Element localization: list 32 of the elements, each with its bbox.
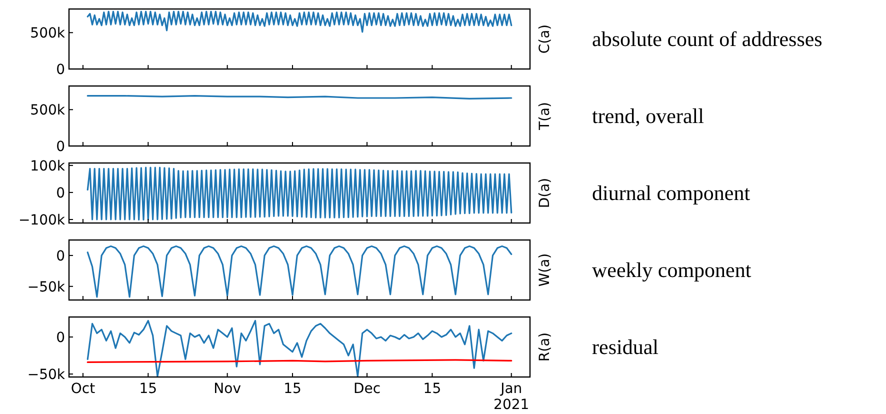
x-tick-label: Dec [353,381,381,397]
y-axis-title: C(a) [537,24,553,54]
x-tick-label: 15 [139,381,158,397]
text: absolute count of addresses [592,27,822,51]
x-tick-label: Nov [214,381,241,397]
line-series [86,166,512,221]
x-tick-label: 15 [423,381,442,397]
y-tick-label: −100k [18,212,66,228]
x-tick-label: Jan 2021 [494,381,530,413]
y-tick-label: 500k [30,102,66,119]
y-tick-label: 500k [30,26,66,42]
y-axis-title: D(a) [537,178,553,208]
y-tick-label: −50k [27,367,66,384]
y-tick-label: 100k [30,158,66,174]
y-axis-title: T(a) [537,102,553,132]
line-series [86,10,512,33]
line-series [86,245,512,298]
y-tick-label: −50k [27,279,66,296]
y-axis-title: W(a) [537,253,553,287]
y-tick-label: 0 [56,139,65,155]
y-tick-label: 0 [56,185,65,202]
text: residual [592,335,659,359]
x-tick-label: 15 [284,381,302,397]
text: diurnal component [592,181,750,205]
text: weekly component [592,258,752,282]
y-tick-label: 0 [56,330,65,346]
x-tick-label: Oct [70,381,96,397]
y-tick-label: 0 [56,248,65,264]
y-tick-label: 0 [56,62,65,78]
y-axis-title: R(a) [537,332,553,362]
text: trend, overall [592,104,704,128]
line-series [86,320,512,378]
